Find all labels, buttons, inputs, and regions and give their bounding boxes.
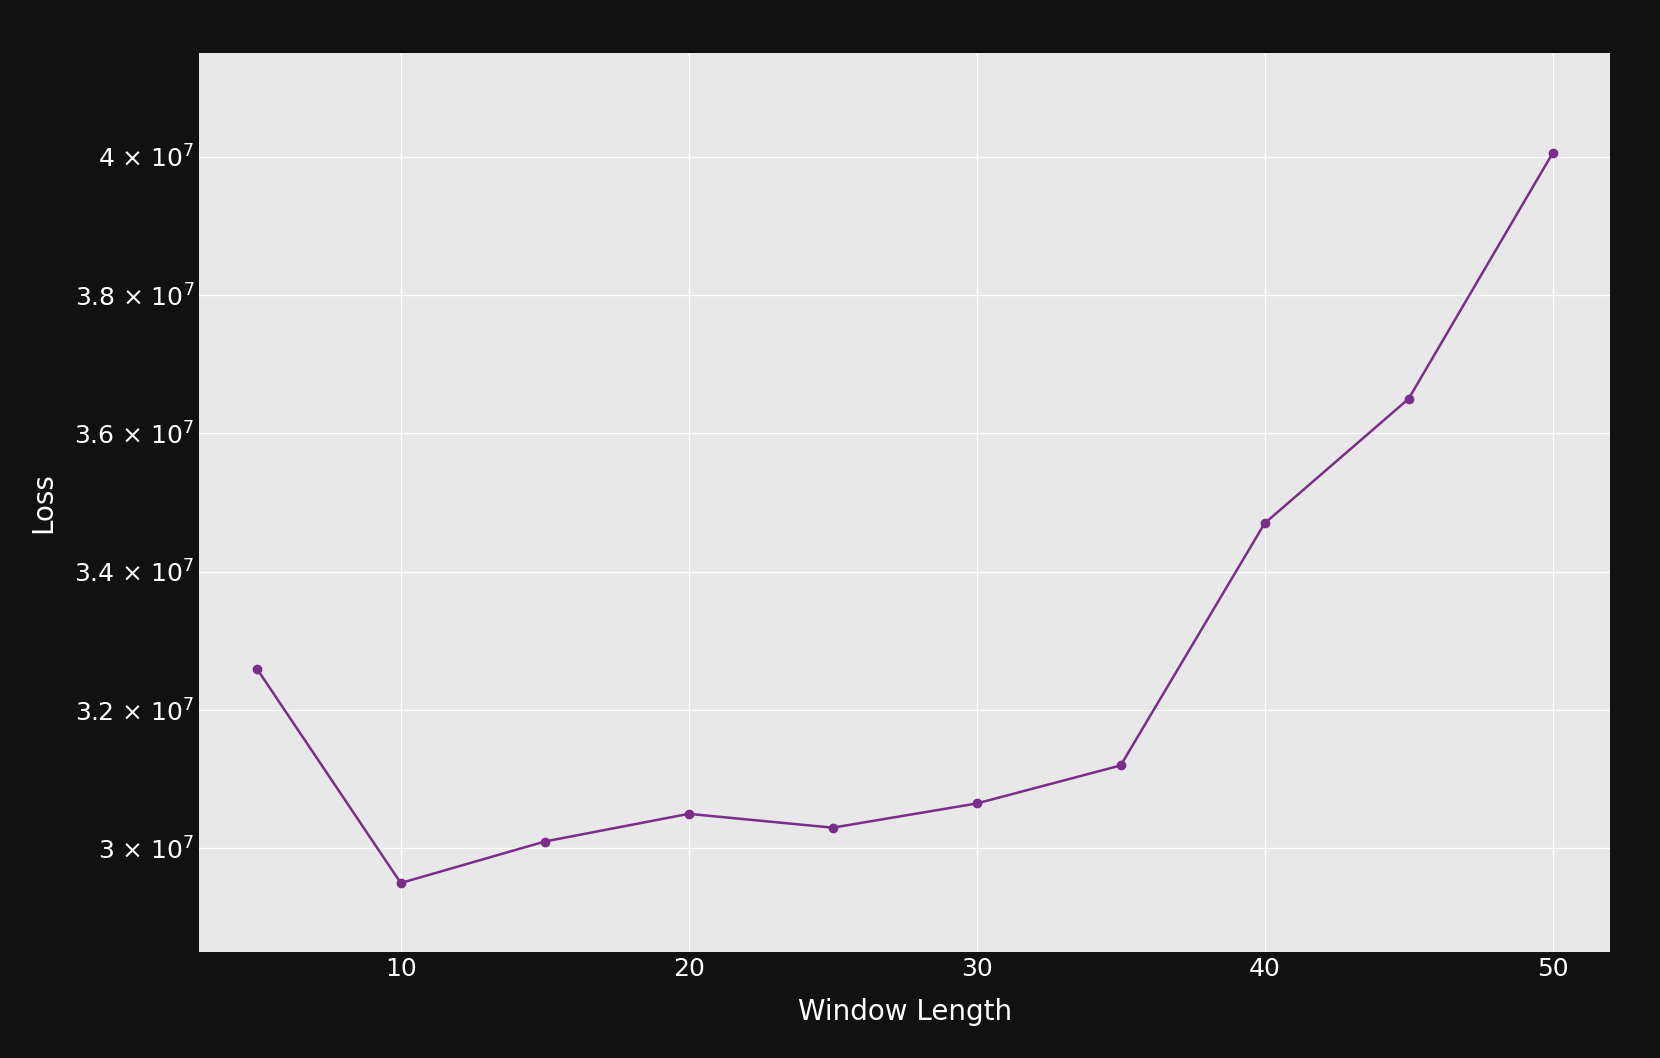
Y-axis label: Loss: Loss <box>30 472 58 533</box>
X-axis label: Window Length: Window Length <box>798 998 1011 1025</box>
